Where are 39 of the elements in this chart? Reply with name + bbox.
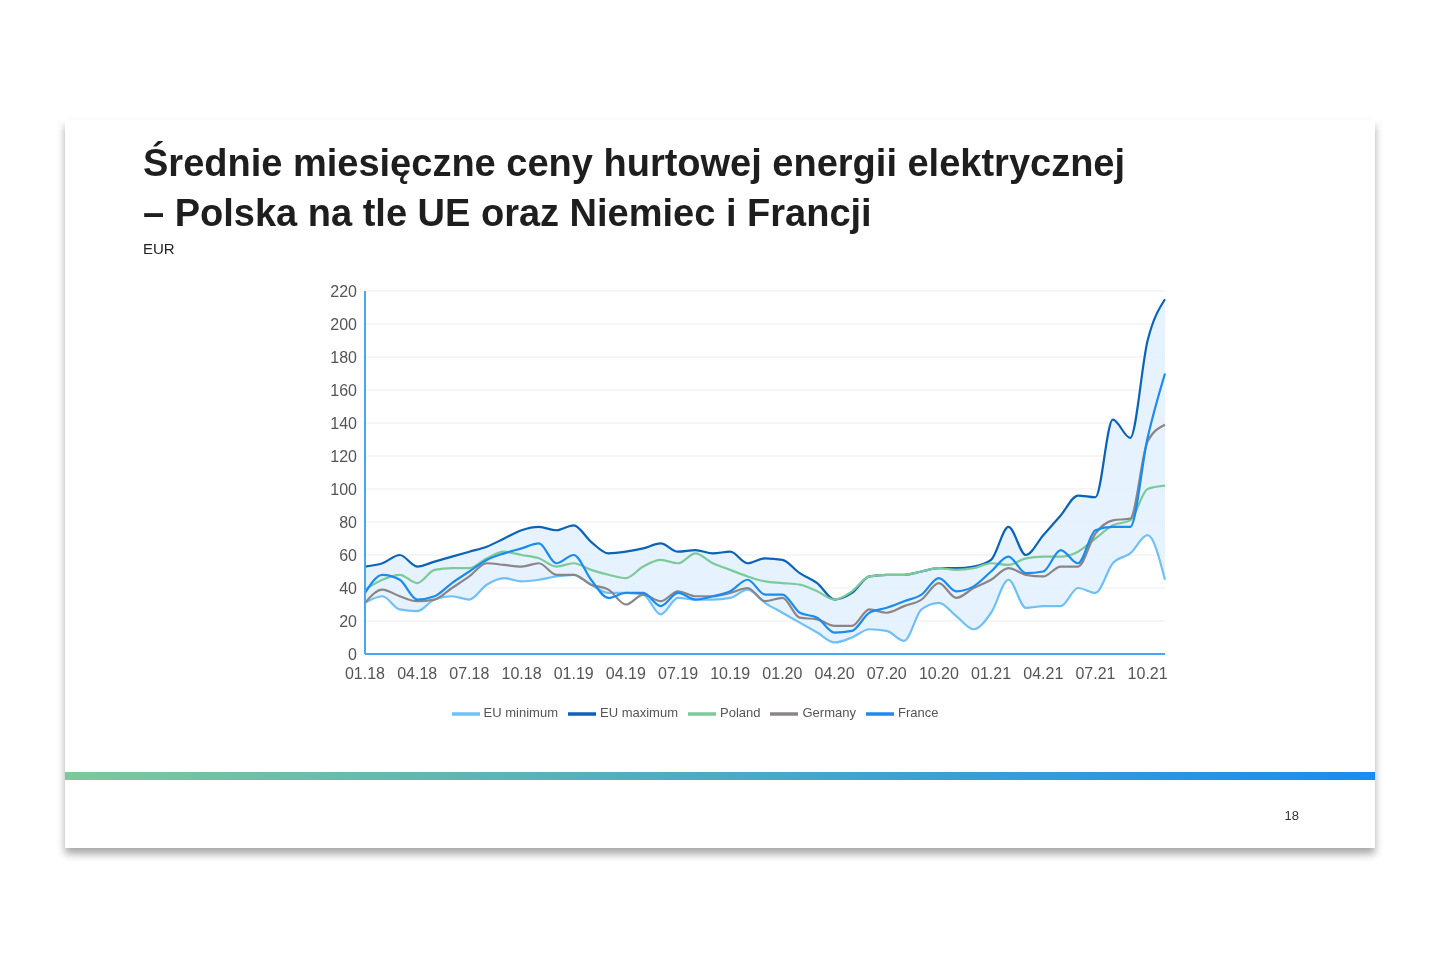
legend-label: Germany <box>802 705 856 721</box>
x-tick-label: 01.20 <box>762 665 803 683</box>
legend-label: EU minimum <box>483 705 558 721</box>
x-tick-label: 01.19 <box>553 665 594 683</box>
y-tick-label: 200 <box>330 315 358 333</box>
x-tick-label: 10.19 <box>710 665 751 683</box>
y-tick-label: 160 <box>330 381 358 399</box>
y-tick-label: 80 <box>339 513 358 531</box>
x-tick-label: 07.20 <box>866 665 907 683</box>
y-tick-label: 60 <box>339 546 358 564</box>
x-tick-label: 10.21 <box>1127 665 1168 683</box>
x-tick-label: 04.21 <box>1023 665 1064 683</box>
y-tick-label: 120 <box>330 447 358 465</box>
y-tick-label: 180 <box>330 348 358 366</box>
x-tick-label: 01.21 <box>971 665 1012 683</box>
y-tick-label: 20 <box>339 612 358 630</box>
legend-label: EU maximum <box>599 705 678 721</box>
line-series <box>363 423 1167 628</box>
x-tick-label: 01.18 <box>344 665 386 683</box>
chart-title: Średnie miesięczne ceny hurtowej energii elektrycznej – Polska na tle UE oraz Niemiec i Francji <box>143 140 1126 236</box>
x-tick-label: 04.20 <box>814 665 855 683</box>
x-tick-label: 10.20 <box>918 665 960 683</box>
legend-label: Poland <box>720 705 761 721</box>
line-series <box>363 372 1167 634</box>
line-series <box>363 484 1167 601</box>
x-tick-label: 07.21 <box>1075 665 1116 683</box>
text: 18 <box>1284 808 1299 823</box>
text: EUR <box>143 240 175 257</box>
y-tick-label: 40 <box>339 579 358 597</box>
y-tick-label: 220 <box>330 282 358 300</box>
x-tick-label: 07.19 <box>658 665 699 683</box>
x-tick-label: 04.18 <box>397 665 438 683</box>
x-tick-label: 04.19 <box>605 665 646 683</box>
legend-label: France <box>897 705 939 721</box>
x-tick-label: 10.18 <box>501 665 542 683</box>
y-tick-label: 100 <box>330 480 358 498</box>
x-tick-label: 07.18 <box>449 665 490 683</box>
y-tick-label: 0 <box>348 645 358 663</box>
y-tick-label: 140 <box>330 414 358 432</box>
